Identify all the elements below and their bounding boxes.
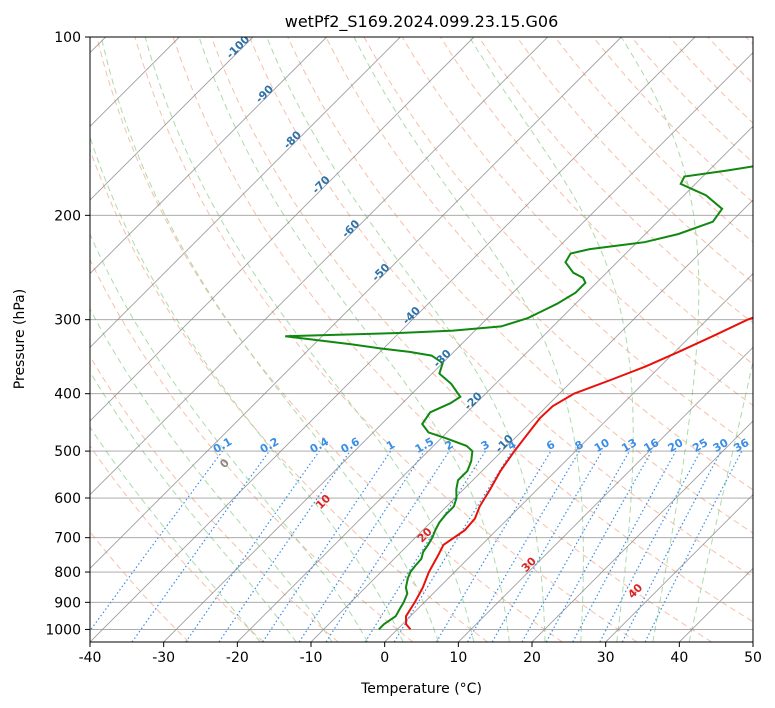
dry-adiabat — [90, 355, 339, 642]
isotherm — [90, 37, 254, 201]
x-tick-label: 10 — [449, 650, 467, 666]
x-tick-label: 40 — [670, 650, 688, 666]
mixing-ratio-line — [298, 450, 425, 642]
isotherm — [90, 37, 696, 642]
mixing-ratio-line — [218, 450, 351, 642]
y-tick-label: 800 — [54, 565, 81, 581]
x-tick-label: 0 — [380, 650, 389, 666]
series-layer — [285, 165, 753, 631]
x-tick-label: -10 — [300, 650, 323, 666]
isotherm — [605, 494, 753, 642]
moist-adiabat — [90, 232, 369, 642]
dry-adiabat — [96, 37, 563, 642]
mixing-ratio-line — [131, 450, 270, 642]
mixing-ratio-line — [521, 450, 631, 642]
y-tick-label: 100 — [54, 30, 81, 46]
moist-adiabat — [144, 37, 475, 642]
dry-adiabat — [516, 37, 753, 284]
isotherm — [384, 273, 753, 642]
isotherm — [531, 420, 753, 642]
x-axis-label: Temperature (°C) — [360, 681, 482, 697]
isotherm — [90, 37, 475, 422]
isotherm — [458, 346, 753, 642]
isotherm — [90, 37, 401, 348]
y-tick-label: 900 — [54, 595, 81, 611]
dry-adiabat — [172, 37, 712, 642]
y-tick-label: 200 — [54, 208, 81, 224]
y-axis-label: Pressure (hPa) — [12, 289, 28, 389]
y-tick-label: 400 — [54, 387, 81, 403]
moist-adiabat — [90, 370, 297, 642]
dry-adiabat — [90, 445, 264, 642]
x-tick-label: -30 — [152, 650, 175, 666]
isotherm — [752, 641, 753, 642]
dry-adiabat — [287, 37, 753, 534]
dry-adiabat — [210, 37, 753, 623]
y-tick-label: 1000 — [45, 622, 81, 638]
dry-adiabat — [90, 258, 414, 642]
isotherm — [310, 199, 753, 642]
x-tick-label: 50 — [744, 650, 762, 666]
mixing-ratio-line — [90, 450, 223, 632]
isotherm — [163, 52, 753, 642]
chart-title: wetPf2_S169.2024.099.23.15.G06 — [285, 12, 559, 32]
y-tick-label: 600 — [54, 491, 81, 507]
background-lines — [90, 37, 753, 642]
moist-adiabat — [100, 37, 439, 642]
mixing-ratio-line — [545, 450, 653, 642]
dry-adiabat — [134, 37, 638, 642]
dry-adiabat — [249, 37, 753, 578]
mixing-ratio-line — [185, 450, 320, 642]
y-tick-label: 500 — [54, 444, 81, 460]
x-tick-label: 20 — [523, 650, 541, 666]
moist-adiabat — [266, 37, 546, 642]
isotherm — [90, 37, 548, 496]
dry-adiabat — [325, 37, 753, 491]
mixing-ratio-line — [644, 450, 743, 642]
mixing-ratio-line — [393, 450, 513, 642]
mixing-ratio-line — [262, 450, 392, 642]
x-tick-label: -20 — [226, 650, 249, 666]
moist-adiabat — [353, 37, 584, 642]
y-axis: 100 200 300 400 500 600 700 800 900 1000 — [45, 30, 90, 638]
temperature-profile — [404, 316, 753, 631]
moist-adiabat — [198, 37, 510, 642]
mixing-ratio-line — [325, 450, 450, 642]
isotherm — [90, 37, 327, 275]
moist-adiabat — [90, 135, 404, 642]
plot-area — [90, 37, 753, 642]
isotherm — [237, 125, 753, 642]
dewpoint-profile — [285, 165, 753, 631]
moist-adiabat — [90, 426, 261, 642]
mixing-ratio-line — [572, 450, 677, 642]
moist-adiabat — [688, 358, 753, 642]
y-tick-label: 300 — [54, 313, 81, 329]
moist-adiabat — [620, 37, 700, 642]
x-axis: -40 -30 -20 -10 0 10 20 30 40 50 — [79, 642, 762, 666]
moist-adiabat — [90, 308, 333, 642]
y-tick-label: 700 — [54, 531, 81, 547]
plot-frame — [89, 36, 754, 643]
x-tick-label: 30 — [597, 650, 615, 666]
x-tick-label: -40 — [79, 650, 102, 666]
